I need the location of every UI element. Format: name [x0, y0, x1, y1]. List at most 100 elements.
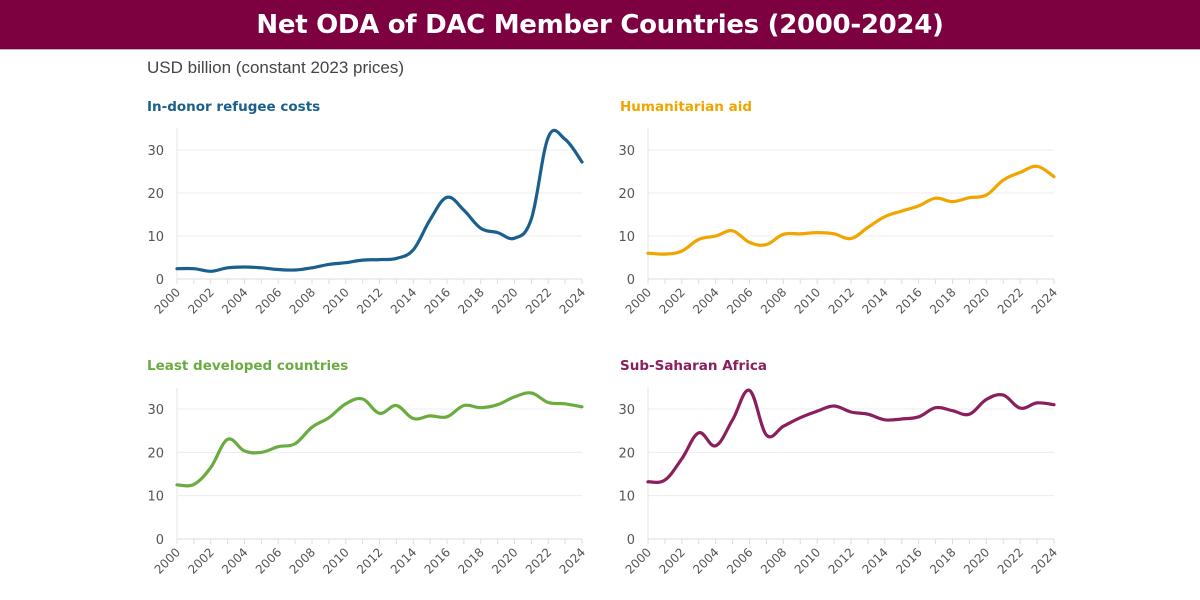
data-point: 2006: 34.3	[748, 388, 752, 392]
y-tick-label: 0	[627, 533, 635, 548]
data-point: 2022: 30.2	[1018, 406, 1022, 410]
data-point: 2013: 28.8	[866, 412, 870, 416]
data-point: 2014: 27.5	[883, 418, 887, 422]
data-point: 2019: 28.8	[967, 412, 971, 416]
x-tick-label: 2016	[893, 285, 924, 316]
data-point: 2016: 28.2	[917, 415, 921, 419]
data-point: 2002: 18.5	[680, 457, 684, 461]
x-tick-label: 2014	[859, 285, 890, 316]
x-tick-label: 2018	[927, 545, 958, 576]
data-point: 2003: 24.5	[697, 431, 701, 435]
data-point: 2018: 30.3	[479, 406, 483, 410]
data-point: 2007: 8	[764, 243, 768, 247]
data-point: 2010: 10.8	[815, 231, 819, 235]
data-point: 2022: 24.8	[1018, 170, 1022, 174]
data-point: 2017: 30.3	[934, 406, 938, 410]
data-point: 2019: 31	[496, 403, 500, 407]
data-point: 2003: 2.6	[226, 266, 230, 270]
data-point: 2020: 9.5	[513, 236, 517, 240]
data-point: 2016: 19	[445, 195, 449, 199]
x-tick-label: 2024	[557, 545, 588, 576]
x-tick-label: 2002	[656, 545, 687, 576]
y-tick-label: 30	[147, 144, 164, 159]
x-tick-label: 2022	[523, 545, 554, 576]
data-point: 2001: 12.6	[192, 482, 196, 486]
data-point: 2003: 23	[226, 437, 230, 441]
data-point: 2005: 27.5	[731, 418, 735, 422]
data-point: 2015: 13.8	[428, 218, 432, 222]
chart-title: Least developed countries	[147, 358, 348, 374]
y-tick-label: 20	[618, 187, 635, 202]
x-tick-label: 2004	[690, 545, 721, 576]
x-tick-label: 2008	[758, 285, 789, 316]
data-point: 2002: 16.5	[209, 466, 213, 470]
series-line	[646, 388, 1056, 484]
x-tick-label: 2014	[859, 545, 890, 576]
data-point: 2016: 28.2	[445, 415, 449, 419]
data-point: 2008: 2.6	[310, 266, 314, 270]
data-point: 2007: 2.1	[293, 268, 297, 272]
data-point: 2009: 3.4	[327, 262, 331, 266]
y-tick-label: 0	[156, 533, 164, 548]
data-point: 2020: 32.8	[513, 395, 517, 399]
data-point: 2006: 8.5	[748, 240, 752, 244]
data-point: 2004: 20.3	[243, 449, 247, 453]
data-point: 2004: 21.5	[714, 444, 718, 448]
data-point: 2000: 12.5	[175, 483, 179, 487]
data-point: 2000: 6	[646, 251, 650, 255]
data-point: 2018: 18	[951, 200, 955, 204]
x-tick-label: 2010	[792, 285, 823, 316]
data-point: 2019: 18.9	[967, 196, 971, 200]
data-point: 2016: 17	[917, 204, 921, 208]
y-tick-label: 30	[618, 144, 635, 159]
data-point: 2009: 28	[327, 416, 331, 420]
data-point: 2005: 11.2	[731, 229, 735, 233]
x-tick-label: 2002	[185, 285, 216, 316]
x-tick-label: 2004	[219, 545, 250, 576]
x-tick-label: 2014	[388, 545, 419, 576]
x-tick-label: 2002	[656, 285, 687, 316]
x-tick-label: 2024	[1029, 285, 1060, 316]
data-point: 2017: 30.8	[462, 404, 466, 408]
data-point: 2024: 27.2	[580, 160, 584, 164]
x-tick-label: 2006	[253, 285, 284, 316]
x-tick-label: 2010	[320, 285, 351, 316]
data-point: 2020: 32.2	[984, 398, 988, 402]
data-point: 2001: 2.4	[192, 267, 196, 271]
x-tick-label: 2000	[152, 285, 183, 316]
data-point: 2024: 23.8	[1052, 175, 1056, 179]
data-point: 2012: 29	[378, 411, 382, 415]
data-point: 2011: 32.3	[361, 397, 365, 401]
data-point: 2015: 15.8	[900, 209, 904, 213]
data-point: 2017: 18.8	[934, 196, 938, 200]
x-tick-label: 2012	[826, 545, 857, 576]
data-point: 2014: 14.5	[883, 215, 887, 219]
x-tick-label: 2004	[690, 285, 721, 316]
y-tick-label: 20	[147, 187, 164, 202]
data-point: 2024: 31	[1052, 403, 1056, 407]
data-point: 2011: 30.7	[832, 404, 836, 408]
data-point: 2004: 2.8	[243, 265, 247, 269]
data-point: 2006: 2.2	[276, 268, 280, 272]
x-tick-label: 2010	[320, 545, 351, 576]
x-tick-label: 2010	[792, 545, 823, 576]
data-point: 2023: 32.5	[563, 137, 567, 141]
x-tick-label: 2000	[152, 545, 183, 576]
data-point: 2009: 28	[798, 416, 802, 420]
data-point: 2014: 27.8	[411, 417, 415, 421]
data-point: 2009: 10.5	[798, 232, 802, 236]
x-tick-label: 2006	[724, 285, 755, 316]
data-point: 2010: 31.2	[344, 402, 348, 406]
data-point: 2000: 2.4	[175, 267, 179, 271]
series-line	[175, 391, 584, 488]
data-point: 2010: 29.5	[815, 409, 819, 413]
data-point: 2008: 25.8	[310, 425, 314, 429]
data-point: 2005: 2.6	[259, 266, 263, 270]
x-tick-label: 2022	[995, 285, 1026, 316]
x-tick-label: 2022	[523, 285, 554, 316]
x-tick-label: 2012	[354, 285, 385, 316]
x-tick-label: 2018	[455, 545, 486, 576]
